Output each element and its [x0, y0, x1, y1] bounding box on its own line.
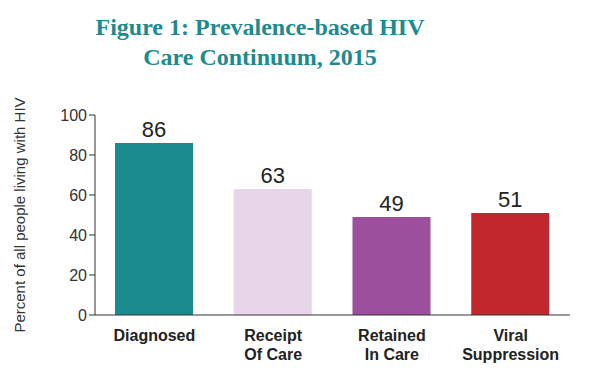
svg-text:49: 49	[379, 191, 403, 216]
svg-text:In Care: In Care	[365, 346, 419, 363]
html-text:Figure 1: Prevalence-based HIV: Figure 1: Prevalence-based HIV Care Cont…	[95, 14, 425, 70]
svg-text:Diagnosed: Diagnosed	[113, 327, 195, 344]
svg-text:51: 51	[498, 187, 522, 212]
svg-text:0: 0	[78, 307, 87, 324]
svg-text:Of Care: Of Care	[244, 346, 302, 363]
svg-text:100: 100	[60, 107, 87, 124]
svg-text:60: 60	[69, 187, 87, 204]
svg-text:63: 63	[261, 163, 285, 188]
svg-text:80: 80	[69, 147, 87, 164]
svg-text:Percent of all people living w: Percent of all people living with HIV	[11, 97, 28, 332]
svg-text:Viral: Viral	[493, 327, 527, 344]
svg-text:86: 86	[142, 117, 166, 142]
svg-text:40: 40	[69, 227, 87, 244]
svg-text:Retained: Retained	[358, 327, 426, 344]
svg-text:Suppression: Suppression	[462, 346, 559, 363]
svg-text:20: 20	[69, 267, 87, 284]
svg-text:Receipt: Receipt	[244, 327, 302, 344]
